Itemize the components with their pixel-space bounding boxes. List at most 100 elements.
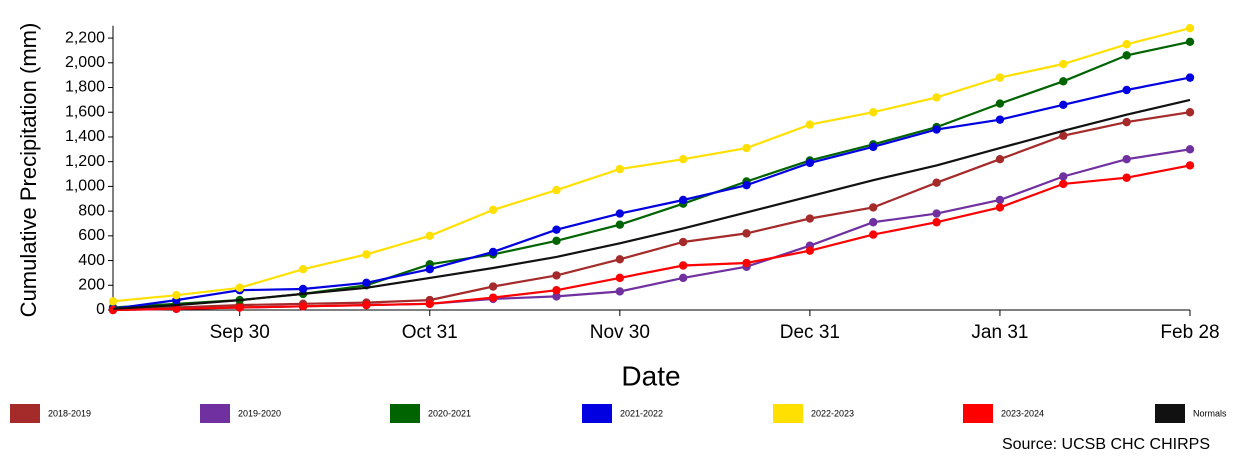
data-point (615, 273, 625, 283)
data-point (995, 115, 1005, 124)
y-tick-label: 1,200 (65, 153, 105, 170)
data-point (298, 302, 308, 311)
x-tick-label: Dec 31 (780, 322, 840, 343)
data-point (932, 209, 941, 218)
data-point (108, 297, 118, 306)
data-point (1122, 51, 1131, 60)
data-point (552, 185, 561, 195)
data-point (869, 218, 878, 227)
data-point (678, 195, 688, 205)
data-point (615, 220, 625, 229)
data-point (615, 255, 625, 264)
data-point (805, 120, 815, 129)
series-line (112, 148, 1191, 312)
legend-swatch (773, 404, 803, 423)
data-point (108, 305, 118, 315)
data-point (1185, 108, 1195, 117)
data-point (298, 284, 308, 294)
data-point (869, 203, 878, 212)
data-point (615, 287, 625, 296)
x-tick-label: Jan 31 (971, 322, 1028, 343)
y-tick-label: 400 (78, 252, 105, 269)
data-point (805, 246, 815, 255)
data-point (1059, 131, 1068, 140)
y-tick-label: 1,000 (65, 178, 105, 195)
data-point (1185, 161, 1195, 170)
y-axis-label: Cumulative Precipitation (mm) (16, 23, 41, 318)
data-point (488, 205, 498, 215)
data-point (805, 214, 815, 223)
data-point (742, 143, 751, 153)
y-tick-label: 1,400 (65, 128, 105, 145)
data-point (742, 229, 751, 238)
x-axis-label: Date (621, 360, 680, 391)
series-line (112, 111, 1191, 310)
data-point (1122, 155, 1131, 164)
data-point (742, 258, 751, 268)
y-tick-label: 1,600 (65, 103, 105, 120)
data-point (678, 261, 688, 270)
legend-swatch (10, 404, 40, 423)
y-tick-label: 2,200 (65, 29, 105, 46)
data-point (552, 292, 561, 301)
data-point (362, 250, 371, 259)
data-point (552, 236, 561, 245)
series-line (112, 27, 1191, 303)
data-point (1185, 23, 1195, 33)
legend-label: 2023-2024 (1001, 408, 1044, 418)
y-tick-label: 2,000 (65, 54, 105, 71)
data-point (615, 164, 625, 174)
data-point (488, 293, 498, 302)
legend-swatch (1155, 404, 1185, 423)
data-point (869, 142, 878, 152)
data-point (425, 299, 434, 309)
data-point (869, 108, 878, 117)
data-point (995, 99, 1005, 108)
y-tick-label: 0 (96, 301, 105, 318)
y-tick-label: 200 (78, 276, 105, 293)
legend-label: 2021-2022 (620, 408, 663, 418)
data-point (1059, 77, 1068, 86)
series-line (112, 98, 1191, 310)
legend-swatch (390, 404, 420, 423)
y-tick-label: 800 (78, 202, 105, 219)
data-point (172, 304, 181, 313)
data-point (362, 278, 371, 288)
data-point (552, 225, 561, 234)
data-point (678, 237, 688, 247)
x-tick-label: Oct 31 (402, 322, 458, 343)
data-point (425, 265, 434, 274)
x-tick-label: Feb 28 (1160, 322, 1219, 343)
data-point (1122, 40, 1131, 49)
series-line (112, 40, 1191, 309)
data-point (932, 178, 941, 187)
data-point (932, 93, 941, 102)
legend-label: 2018-2019 (48, 408, 91, 418)
data-point (1059, 59, 1068, 69)
data-point (235, 303, 244, 312)
x-tick-label: Nov 30 (590, 322, 650, 343)
data-point (805, 158, 815, 168)
data-point (678, 273, 688, 283)
data-point (742, 180, 751, 190)
data-point (1185, 145, 1195, 154)
data-point (1122, 85, 1131, 95)
x-tick-label: Sep 30 (210, 322, 270, 343)
series-line (112, 164, 1191, 312)
data-point (298, 265, 308, 274)
data-point (1059, 179, 1068, 189)
legend-swatch (200, 404, 230, 423)
data-point (488, 247, 498, 257)
legend-label: 2022-2023 (811, 408, 854, 418)
data-point (1059, 100, 1068, 110)
legend-label: 2020-2021 (428, 408, 471, 418)
data-point (995, 155, 1005, 164)
data-point (995, 195, 1005, 205)
data-point (172, 290, 181, 300)
data-point (932, 218, 941, 227)
data-point (615, 209, 625, 218)
data-point (1122, 173, 1131, 182)
data-point (488, 282, 498, 291)
data-point (1185, 37, 1195, 46)
